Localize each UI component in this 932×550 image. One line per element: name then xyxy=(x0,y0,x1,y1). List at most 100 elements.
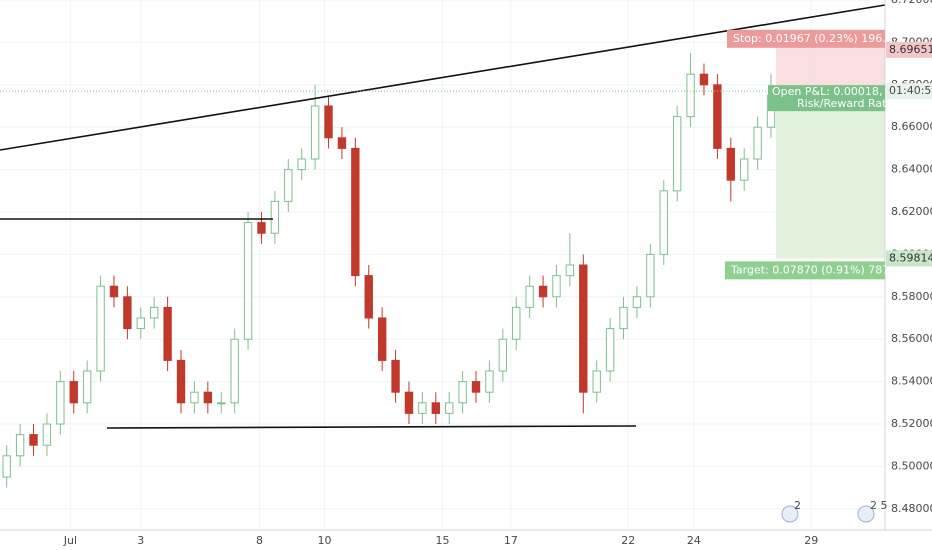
candle-body xyxy=(337,137,347,149)
y-tick-label: 8.62000 xyxy=(891,205,932,218)
candle-body xyxy=(15,434,25,457)
candles xyxy=(2,53,776,488)
candle-body xyxy=(257,222,266,234)
candle-body xyxy=(56,381,65,425)
support-line xyxy=(106,425,637,429)
candle-body xyxy=(96,285,105,372)
candle-body xyxy=(458,381,467,404)
countdown-bg xyxy=(886,83,932,100)
event-icon xyxy=(781,505,799,523)
candle-body xyxy=(471,381,481,393)
candle-body xyxy=(646,253,655,298)
candle-body xyxy=(297,158,306,171)
candle-body xyxy=(284,169,293,202)
candle-body xyxy=(512,306,521,340)
candle-body xyxy=(431,402,440,414)
candle-body xyxy=(740,158,749,181)
candle-body xyxy=(404,391,414,414)
x-tick-label: 24 xyxy=(687,534,701,547)
candle-body xyxy=(82,370,92,404)
candle-body xyxy=(176,359,186,404)
candle-body xyxy=(163,306,172,361)
candle-body xyxy=(29,434,38,446)
x-tick-label: 15 xyxy=(436,534,450,547)
stop-price-bg xyxy=(886,41,932,58)
candle-body xyxy=(498,338,508,372)
x-tick-label: 3 xyxy=(137,534,144,547)
grid xyxy=(0,0,885,530)
x-tick-label: Jul xyxy=(63,534,77,547)
candle-body xyxy=(713,84,722,149)
countdown: 01:40:57 xyxy=(889,84,932,97)
candle-body xyxy=(699,73,709,86)
candle-body xyxy=(753,126,762,160)
target-price-bg xyxy=(886,250,932,267)
rr-label: Risk/Reward Ratio xyxy=(797,97,896,110)
candle-body xyxy=(377,317,387,361)
candle-body xyxy=(2,455,11,478)
y-tick-label: 8.50000 xyxy=(891,459,932,472)
candle-body xyxy=(391,359,400,393)
candle-body xyxy=(659,190,668,255)
y-tick-label: 8.54000 xyxy=(891,375,932,388)
candle-body xyxy=(123,296,132,330)
event-marker: 2 xyxy=(794,499,801,512)
stop-label-bg xyxy=(727,29,885,48)
candle-body xyxy=(552,275,561,298)
candle-body xyxy=(136,317,145,330)
x-tick-label: 22 xyxy=(621,534,635,547)
candle-body xyxy=(270,200,280,234)
candle-body xyxy=(619,306,628,330)
position-zones xyxy=(776,32,885,259)
candle-body xyxy=(190,391,199,404)
pnl-label: Open P&L: 0.00018, Qty xyxy=(772,85,906,98)
target-label: Target: 0.07870 (0.91%) 787.0, xyxy=(730,263,903,276)
target-label-bg xyxy=(725,261,885,280)
y-tick-label: 8.58000 xyxy=(891,290,932,303)
pnl-label-bg xyxy=(768,85,885,112)
candle-body xyxy=(485,370,494,393)
event-icon xyxy=(857,505,875,523)
candle-body xyxy=(150,306,159,319)
candle-body xyxy=(217,402,226,405)
candle-body xyxy=(672,116,682,192)
candle-body xyxy=(726,147,735,181)
candle-body xyxy=(42,423,52,446)
event-marker: 2 5 xyxy=(870,499,888,512)
stop-price: 8.69651 xyxy=(889,43,932,56)
candle-body xyxy=(243,222,253,340)
candle-body xyxy=(351,147,360,277)
candle-body xyxy=(445,402,454,414)
x-tick-label: 17 xyxy=(504,534,518,547)
candle-body xyxy=(203,391,213,404)
candle-body xyxy=(592,370,601,393)
candle-body xyxy=(230,338,239,404)
target-zone xyxy=(776,91,885,259)
candle-body xyxy=(364,275,373,319)
y-tick-label: 8.64000 xyxy=(891,163,932,176)
candle-body xyxy=(686,73,695,118)
candle-body xyxy=(565,264,575,277)
y-tick-label: 8.72000 xyxy=(891,0,932,6)
target-price: 8.59814 xyxy=(889,251,932,264)
candle-body xyxy=(605,328,615,372)
candle-body xyxy=(632,296,642,308)
x-tick-label: 10 xyxy=(318,534,332,547)
candle-body xyxy=(310,105,320,160)
x-tick-label: 8 xyxy=(256,534,263,547)
stop-label: Stop: 0.01967 (0.23%) 196.7, xyxy=(733,32,896,45)
y-tick-label: 8.56000 xyxy=(891,332,932,345)
candle-body xyxy=(538,285,548,298)
y-tick-label: 8.48000 xyxy=(891,502,932,515)
candle-body xyxy=(69,381,78,404)
candle-body xyxy=(579,264,588,393)
y-tick-label: 8.66000 xyxy=(891,120,932,133)
candle-body xyxy=(109,285,119,298)
x-tick-label: 29 xyxy=(804,534,818,547)
trend-line xyxy=(0,4,886,151)
candle-body xyxy=(324,105,333,139)
candle-body xyxy=(525,285,534,308)
candle-body xyxy=(418,402,427,414)
